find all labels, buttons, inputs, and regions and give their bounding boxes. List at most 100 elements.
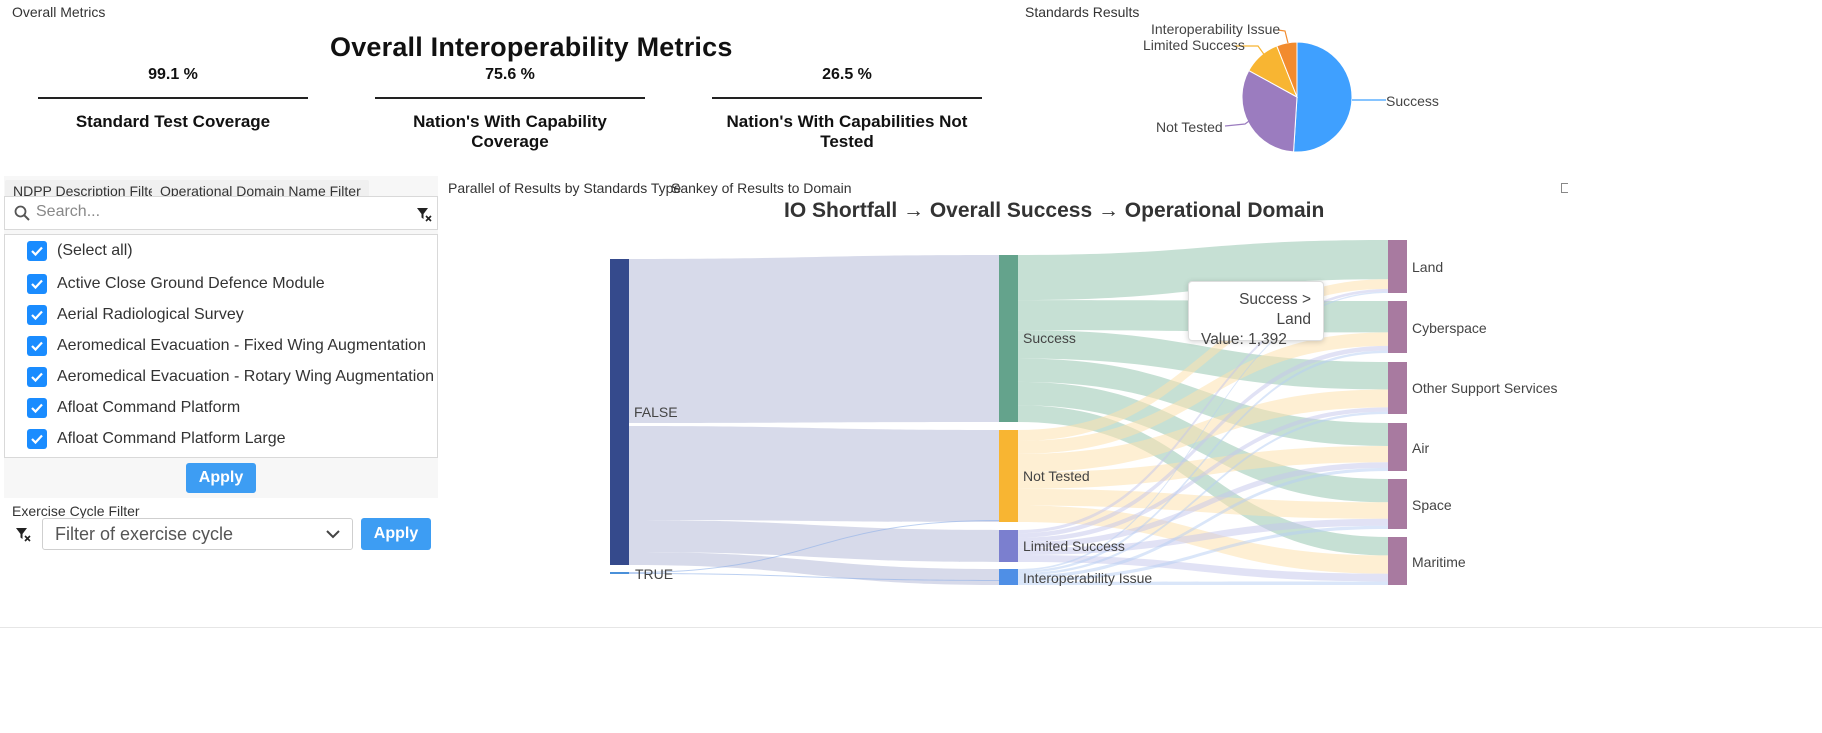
list-item[interactable]: Active Close Ground Defence Module <box>27 271 325 297</box>
list-item-label: Afloat Command Platform <box>57 399 241 416</box>
list-item[interactable]: Afloat Command Platform <box>27 395 240 421</box>
sankey-link-limited-land[interactable] <box>1018 288 1388 534</box>
checkbox[interactable] <box>27 336 47 356</box>
panel-corner-icon[interactable] <box>1561 183 1568 193</box>
checkbox[interactable] <box>27 241 47 261</box>
sankey-link-false-limited[interactable] <box>629 520 999 562</box>
kpi-divider <box>375 97 645 99</box>
exercise-cycle-filter-title: Exercise Cycle Filter <box>12 503 140 519</box>
pie-leader-line <box>1224 112 1261 127</box>
overall-metrics-title: Overall Interoperability Metrics <box>330 32 733 62</box>
sankey-link-interop-other[interactable] <box>1018 411 1388 576</box>
list-item[interactable]: Aeromedical Evacuation - Rotary Wing Aug… <box>27 364 434 390</box>
sankey-node-label-cyberspace: Cyberspace <box>1412 320 1487 336</box>
sankey-node-label-true: TRUE <box>635 566 674 582</box>
kpi-label: Nation's With Capability Coverage <box>413 112 607 151</box>
list-item[interactable]: Aeromedical Evacuation - Fixed Wing Augm… <box>27 333 426 359</box>
sankey-node-label-false: FALSE <box>634 404 678 420</box>
sankey-link-interop-maritime[interactable] <box>1018 581 1388 585</box>
pie-label-limited-success: Limited Success <box>1143 37 1245 53</box>
tab-sankey-results[interactable]: Sankey of Results to Domain <box>671 180 852 196</box>
sankey-link-interop-land[interactable] <box>1018 291 1388 571</box>
sankey-title: IO Shortfall → Overall Success → Operati… <box>784 199 1325 222</box>
search-icon <box>14 205 30 221</box>
sankey-link-false-success[interactable] <box>629 255 999 423</box>
kpi-nations-capability-coverage: 75.6 % Nation's With Capability Coverage <box>375 66 645 152</box>
kpi-nations-not-tested: 26.5 % Nation's With Capabilities Not Te… <box>712 66 982 152</box>
sankey-node-label-space: Space <box>1412 497 1452 513</box>
kpi-divider <box>38 97 308 99</box>
sankey-link-limited-other[interactable] <box>1018 407 1388 543</box>
sankey-link-limited-air[interactable] <box>1018 462 1388 548</box>
sankey-link-false-interop[interactable] <box>629 552 999 585</box>
kpi-divider <box>712 97 982 99</box>
tooltip-link-value: Value: 1,392 <box>1201 331 1287 348</box>
clear-filter-icon[interactable] <box>15 526 31 542</box>
tab-parallel-results[interactable]: Parallel of Results by Standards Type <box>448 180 682 196</box>
list-item-label: Aeromedical Evacuation - Rotary Wing Aug… <box>57 368 435 385</box>
sankey-node-label-maritime: Maritime <box>1412 554 1466 570</box>
list-item-label: Aeromedical Evacuation - Fixed Wing Augm… <box>57 337 427 354</box>
sankey-link-limited-space[interactable] <box>1018 518 1388 555</box>
sankey-link-nottested-air[interactable] <box>1018 445 1388 489</box>
pie-label-not-tested: Not Tested <box>1156 119 1223 135</box>
checkbox[interactable] <box>27 274 47 294</box>
exercise-cycle-apply-button[interactable]: Apply <box>361 518 431 550</box>
checkbox[interactable] <box>27 398 47 418</box>
exercise-cycle-select[interactable]: Filter of exercise cycle <box>42 518 353 550</box>
sankey-link-success-land[interactable] <box>1018 240 1388 301</box>
sankey-node-label-land: Land <box>1412 259 1444 275</box>
pie-label-success: Success <box>1386 93 1439 109</box>
kpi-standard-test-coverage: 99.1 % Standard Test Coverage <box>38 66 308 132</box>
sankey-link-limited-cyber[interactable] <box>1018 345 1388 538</box>
sankey-link-nottested-cyber[interactable] <box>1018 332 1388 454</box>
sankey-node-nottested[interactable] <box>999 430 1018 522</box>
sankey-link-interop-air[interactable] <box>1018 467 1388 579</box>
pie-slice-success[interactable] <box>1293 41 1353 153</box>
list-item-label: Active Close Ground Defence Module <box>57 275 325 292</box>
sankey-node-label-interoperability-issue: Interoperability Issue <box>1023 570 1153 586</box>
sankey-node-space[interactable] <box>1388 479 1407 529</box>
list-item-label: Aerial Radiological Survey <box>57 306 244 323</box>
sankey-link-false-not-tested[interactable] <box>629 426 999 522</box>
sankey-node-success[interactable] <box>999 255 1018 422</box>
sankey-link-interop-cyber[interactable] <box>1018 350 1388 573</box>
standards-results-panel-title: Standards Results <box>1025 4 1140 20</box>
sankey-node-air[interactable] <box>1388 423 1407 471</box>
sankey-node-cyber[interactable] <box>1388 301 1407 353</box>
sankey-link-true-limited[interactable] <box>629 520 999 573</box>
checkbox[interactable] <box>27 367 47 387</box>
list-item[interactable]: Afloat Command Platform Large <box>27 426 286 452</box>
sankey-node-false[interactable] <box>610 259 629 565</box>
sankey-node-true[interactable] <box>610 572 629 574</box>
filter-search-box[interactable]: Search... <box>4 196 438 230</box>
sankey-link-true-interop[interactable] <box>629 573 999 581</box>
exercise-cycle-select-value: Filter of exercise cycle <box>55 523 234 544</box>
pie-label-interoperability-issue: Interoperability Issue <box>1151 21 1281 37</box>
search-input[interactable]: Search... <box>36 203 101 220</box>
clear-filter-icon[interactable] <box>416 206 432 222</box>
sankey-node-label-not-tested: Not Tested <box>1023 468 1090 484</box>
list-item-label: Afloat Command Platform Large <box>57 430 286 447</box>
pie-slice-not-tested[interactable] <box>1241 69 1298 153</box>
bottom-divider <box>0 627 1822 628</box>
sankey-node-land[interactable] <box>1388 240 1407 293</box>
sankey-node-other[interactable] <box>1388 362 1407 414</box>
kpi-value: 99.1 % <box>148 66 198 83</box>
pie-slice-interoperability-issue[interactable] <box>1276 41 1298 98</box>
sankey-link-nottested-land[interactable] <box>1018 279 1388 442</box>
checkbox[interactable] <box>27 429 47 449</box>
kpi-label: Standard Test Coverage <box>75 112 271 131</box>
checkbox[interactable] <box>27 305 47 325</box>
sankey-link-interop-space[interactable] <box>1018 525 1388 582</box>
sankey-node-interop[interactable] <box>999 569 1018 585</box>
sankey-node-limited[interactable] <box>999 530 1018 562</box>
list-item-select-all[interactable]: (Select all) <box>27 238 133 264</box>
sankey-node-maritime[interactable] <box>1388 537 1407 585</box>
tooltip-link-name: Success > Land <box>1239 291 1311 328</box>
sankey-link-limited-maritime[interactable] <box>1018 554 1388 582</box>
sankey-link-success-maritime[interactable] <box>1018 405 1388 556</box>
ndpp-apply-button[interactable]: Apply <box>186 463 256 493</box>
list-item[interactable]: Aerial Radiological Survey <box>27 302 244 328</box>
